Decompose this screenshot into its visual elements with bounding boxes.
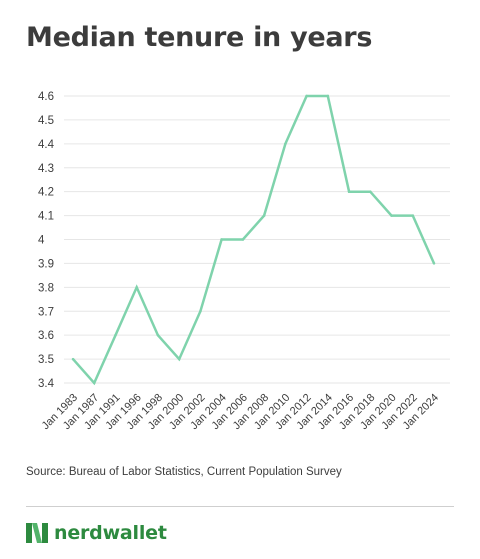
data-point-jan-2004 xyxy=(220,238,223,241)
data-point-jan-2024 xyxy=(432,262,436,265)
brand-name: nerdwallet xyxy=(54,522,167,544)
y-tick-label: 4.1 xyxy=(38,211,54,223)
data-point-jan-1987 xyxy=(92,381,96,385)
footer-divider xyxy=(26,506,454,507)
y-tick-label: 3.4 xyxy=(38,378,55,390)
data-point-jan-2022 xyxy=(411,214,415,217)
y-tick-label: 4.5 xyxy=(38,115,54,127)
nerdwallet-logo-icon xyxy=(26,523,48,543)
data-point-jan-2010 xyxy=(284,142,287,146)
data-point-jan-2014 xyxy=(326,94,330,98)
data-point-jan-2016 xyxy=(347,190,351,193)
data-point-jan-1991 xyxy=(114,333,117,337)
y-tick-label: 3.8 xyxy=(38,282,54,294)
gridlines xyxy=(64,95,450,384)
data-point-jan-2000 xyxy=(177,357,181,361)
data-point-jan-1998 xyxy=(156,333,160,337)
y-tick-label: 3.5 xyxy=(38,354,54,366)
data-point-jan-1983 xyxy=(71,357,75,361)
y-tick-label: 4.4 xyxy=(38,139,55,151)
brand-footer: nerdwallet xyxy=(26,521,167,545)
y-tick-label: 3.6 xyxy=(38,330,54,342)
line-chart: 3.4 3.5 3.6 3.7 3.8 3.9 4 4.1 4.2 4.3 4.4 4.5 4.6 Ja… xyxy=(38,91,450,432)
data-point-jan-2002 xyxy=(199,310,202,313)
data-point-jan-2012 xyxy=(305,94,308,98)
source-note: Source: Bureau of Labor Statistics, Curr… xyxy=(26,466,342,478)
y-tick-label: 3.9 xyxy=(38,258,54,270)
series-line xyxy=(72,94,436,386)
data-point-jan-2006 xyxy=(241,238,245,241)
chart-title: Median tenure in years xyxy=(26,22,373,53)
y-tick-label: 4.3 xyxy=(38,163,54,175)
data-point-jan-2008 xyxy=(262,214,266,217)
y-tick-label: 4.6 xyxy=(38,91,54,103)
y-tick-label: 4 xyxy=(38,235,45,247)
data-point-jan-2018 xyxy=(369,190,372,193)
y-tick-label: 4.2 xyxy=(38,187,54,199)
y-tick-label: 3.7 xyxy=(38,306,54,318)
data-point-jan-2020 xyxy=(390,214,393,217)
series-points xyxy=(71,94,436,385)
data-point-jan-1996 xyxy=(135,286,138,289)
y-axis-ticks: 3.4 3.5 3.6 3.7 3.8 3.9 4 4.1 4.2 4.3 4.4 4.5 4.6 xyxy=(38,91,55,390)
